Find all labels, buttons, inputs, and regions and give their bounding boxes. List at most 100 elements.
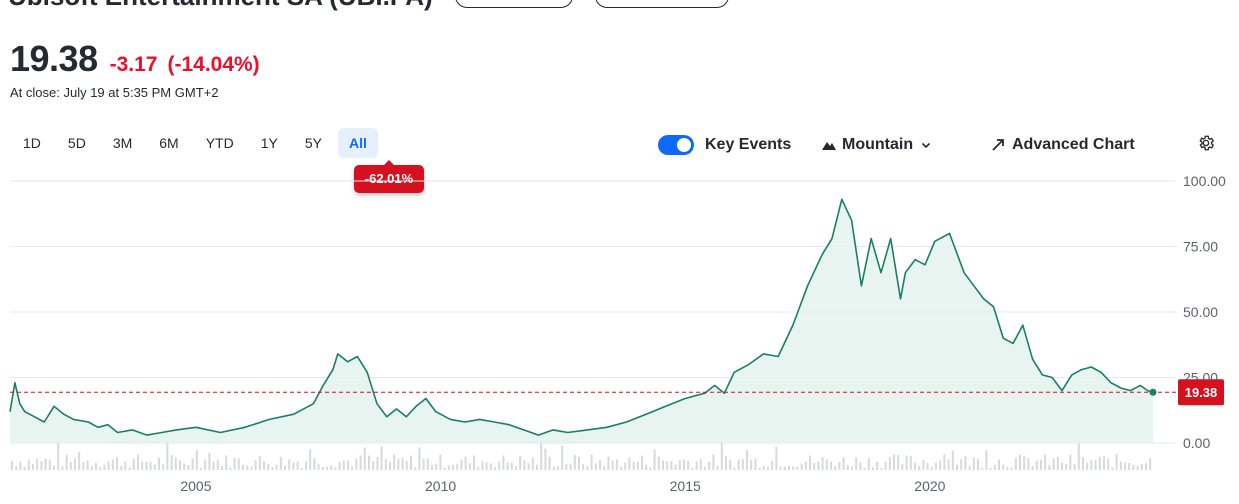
volume-bar <box>1145 463 1147 470</box>
volume-bar <box>855 457 858 470</box>
follow-button[interactable] <box>454 0 573 8</box>
range-all[interactable]: All <box>337 128 378 158</box>
volume-bar <box>90 465 93 470</box>
last-price-label-text: 19.38 <box>1185 385 1218 400</box>
volume-bar <box>569 463 572 470</box>
last-price-label: 19.38 <box>1178 379 1224 406</box>
volume-bar <box>1132 464 1135 470</box>
volume-bar <box>817 461 820 470</box>
key-events-toggle[interactable]: Key Events <box>658 133 791 157</box>
volume-bar <box>989 467 992 470</box>
volume-bar <box>137 454 139 470</box>
volume-bar <box>779 466 782 470</box>
volume-bar <box>977 458 979 470</box>
close-note: At close: July 19 at 5:35 PM GMT+2 <box>10 85 219 100</box>
volume-bar <box>397 458 400 470</box>
price-line <box>9 198 1154 436</box>
volume-bar <box>515 466 517 470</box>
volume-bar <box>372 461 375 470</box>
key-events-label: Key Events <box>705 136 792 153</box>
volume-bar <box>174 457 177 470</box>
advanced-chart-label: Advanced Chart <box>1012 136 1135 153</box>
volume-bar <box>510 462 513 470</box>
volume-bar <box>36 458 39 470</box>
volume-bar <box>321 466 324 470</box>
range-5d[interactable]: 5D <box>67 135 86 151</box>
volume-bar <box>128 467 131 470</box>
volume-bar <box>1065 463 1068 470</box>
volume-bar <box>317 464 320 470</box>
settings-button[interactable] <box>1197 133 1215 157</box>
range-1d[interactable]: 1D <box>23 135 41 151</box>
volume-bar <box>279 456 282 470</box>
range-3m[interactable]: 3M <box>112 135 133 151</box>
volume-bar <box>863 467 866 470</box>
volume-bar <box>187 464 190 470</box>
current-price: 19.38 <box>10 38 98 79</box>
volume-bar <box>116 457 118 470</box>
volume-bar <box>351 466 354 470</box>
volume-bar <box>443 467 446 470</box>
price-change: -3.17 <box>109 53 158 76</box>
advanced-chart-button[interactable]: Advanced Chart <box>990 133 1135 157</box>
volume-bar <box>741 459 744 470</box>
range-selector: 1D 5D 3M 6M YTD 1Y 5Y All <box>12 128 383 158</box>
volume-bar <box>947 459 950 470</box>
chart-type-dropdown[interactable]: Mountain <box>822 133 933 157</box>
volume-bar <box>258 456 261 470</box>
volume-bar <box>221 466 223 470</box>
volume-bar <box>540 441 543 470</box>
volume-bar <box>23 466 26 470</box>
volume-bar <box>216 459 219 470</box>
volume-bar <box>683 459 685 470</box>
volume-bar <box>250 466 253 470</box>
chart-type-label: Mountain <box>842 136 914 153</box>
volume-bar <box>1111 467 1114 470</box>
range-ytd[interactable]: YTD <box>205 135 234 151</box>
volume-bar <box>120 466 123 470</box>
volume-bar <box>1019 454 1021 470</box>
volume-bar <box>418 447 421 470</box>
range-1y[interactable]: 1Y <box>260 135 278 151</box>
volume-bar <box>993 464 996 470</box>
volume-bar <box>838 462 841 470</box>
volume-bar <box>712 454 715 470</box>
volume-bar <box>1094 460 1097 470</box>
compare-button[interactable] <box>594 0 729 8</box>
volume-bar <box>149 461 152 470</box>
volume-bar <box>825 459 828 470</box>
volume-bar <box>552 466 555 470</box>
volume-bar <box>628 457 631 470</box>
volume-bar <box>439 454 442 470</box>
volume-bar <box>1002 464 1005 470</box>
volume-bar <box>426 458 429 470</box>
expand-arrow-icon <box>990 137 1006 153</box>
volume-bar <box>1119 461 1122 470</box>
range-6m[interactable]: 6M <box>159 135 179 151</box>
volume-bar <box>1136 465 1139 470</box>
volume-bar <box>649 467 652 470</box>
volume-bar <box>1073 463 1076 470</box>
volume-bar <box>771 461 774 470</box>
toggle-switch[interactable] <box>658 135 694 155</box>
volume-bar <box>657 456 660 470</box>
volume-bar <box>813 462 816 470</box>
volume-bar <box>800 463 803 470</box>
volume-bar <box>401 457 404 470</box>
range-5y[interactable]: 5Y <box>304 135 322 151</box>
volume-bar <box>599 460 601 470</box>
volume-bar <box>842 457 845 470</box>
volume-bar <box>914 462 916 470</box>
title-row: Ubisoft Entertainment SA (UBI.PA) <box>8 0 729 11</box>
volume-bar <box>611 460 614 470</box>
volume-bar <box>1128 462 1131 470</box>
volume-bar <box>775 446 778 470</box>
volume-bar <box>594 463 597 470</box>
volume-bar <box>313 457 316 470</box>
volume-bar <box>212 461 215 470</box>
volume-bar <box>762 466 765 470</box>
volume-bar <box>662 460 664 470</box>
volume-bar <box>998 459 1000 470</box>
volume-bar <box>1056 456 1059 470</box>
